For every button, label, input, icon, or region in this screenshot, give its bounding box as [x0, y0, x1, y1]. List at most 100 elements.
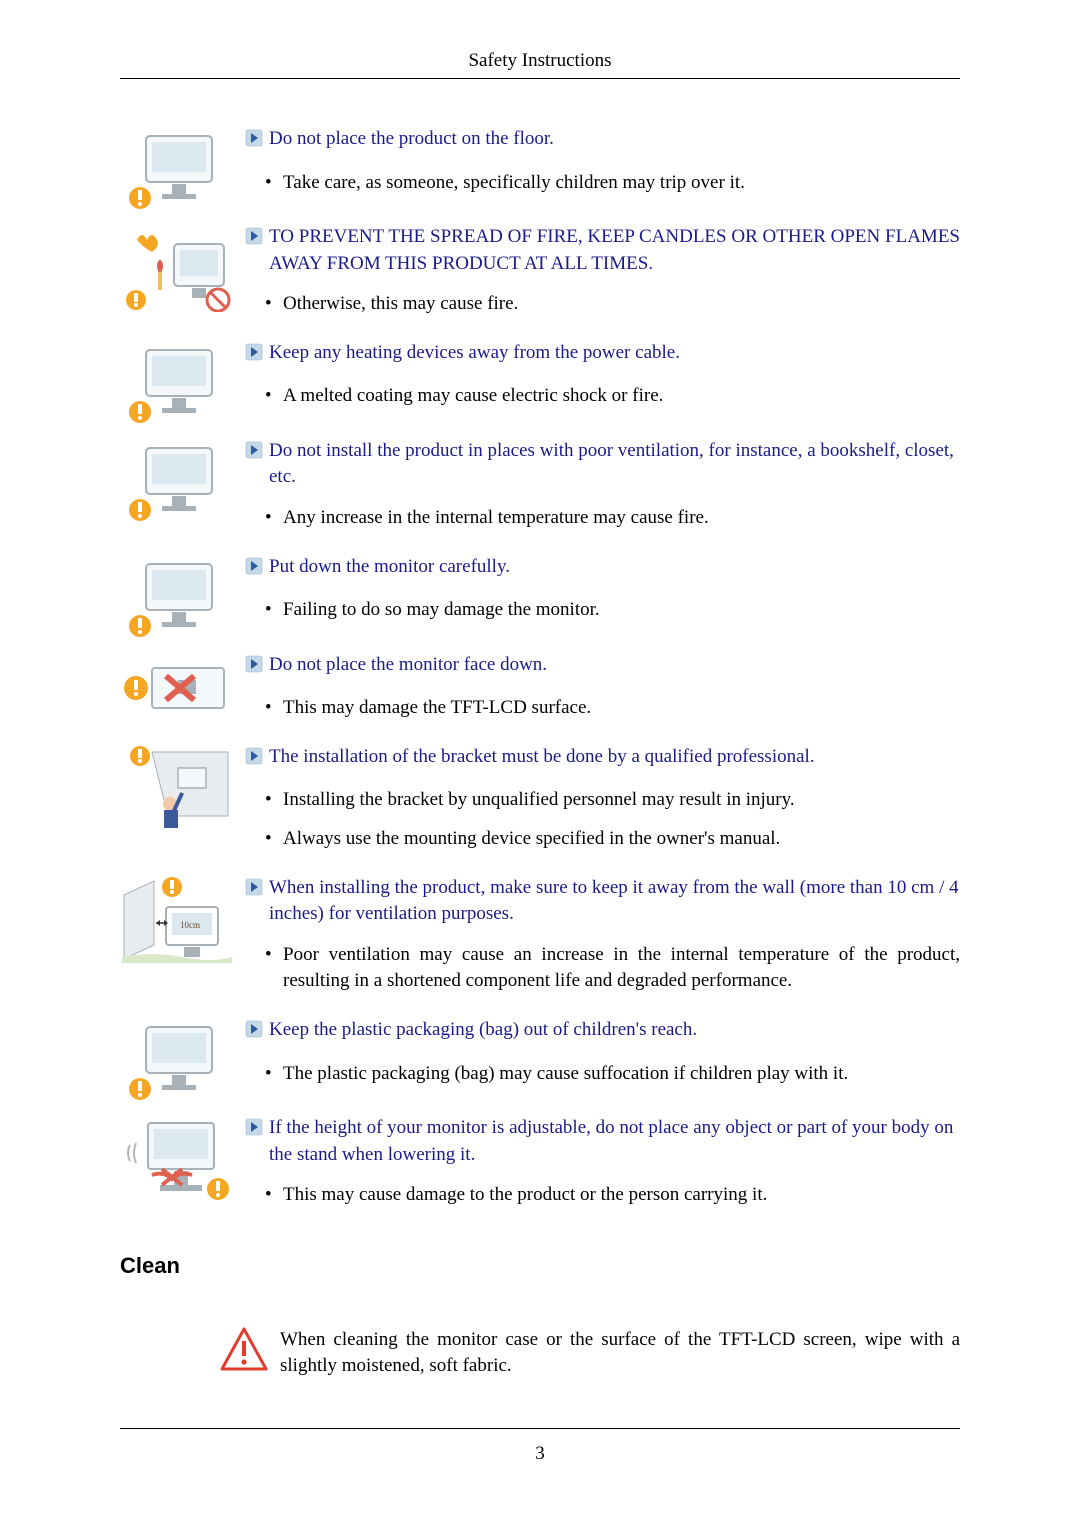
dot-bullet: •	[265, 291, 283, 318]
fire-candle-icon	[120, 222, 245, 312]
instruction-heading-text: TO PREVENT THE SPREAD OF FIRE, KEEP CAND…	[269, 224, 960, 277]
instruction-row: If the height of your monitor is adjusta…	[120, 1113, 960, 1221]
instruction-content: If the height of your monitor is adjusta…	[245, 1113, 960, 1221]
instruction-heading-text: Put down the monitor carefully.	[269, 554, 960, 581]
instruction-detail: •This may cause damage to the product or…	[245, 1182, 960, 1209]
instruction-detail-text: Any increase in the internal temperature…	[283, 505, 960, 532]
dot-bullet: •	[265, 942, 283, 969]
instructions-list: Do not place the product on the floor.•T…	[120, 124, 960, 1221]
instruction-row: Put down the monitor carefully. •Failing …	[120, 552, 960, 642]
instruction-heading: When installing the product, make sure t…	[245, 875, 960, 928]
arrow-bullet-icon	[245, 557, 263, 584]
dot-bullet: •	[265, 597, 283, 624]
instruction-detail-text: Otherwise, this may cause fire.	[283, 291, 960, 318]
instruction-heading-text: If the height of your monitor is adjusta…	[269, 1115, 960, 1168]
instruction-row: Do not place the monitor face down. •This…	[120, 650, 960, 734]
instruction-content: The installation of the bracket must be …	[245, 742, 960, 865]
instruction-heading: Put down the monitor carefully.	[245, 554, 960, 584]
instruction-content: TO PREVENT THE SPREAD OF FIRE, KEEP CAND…	[245, 222, 960, 330]
instruction-content: Do not place the monitor face down. •This…	[245, 650, 960, 734]
instruction-heading-text: When installing the product, make sure t…	[269, 875, 960, 928]
dot-bullet: •	[265, 695, 283, 722]
instruction-detail: •Poor ventilation may cause an increase …	[245, 942, 960, 995]
arrow-bullet-icon	[245, 878, 263, 905]
monitor-on-floor-icon	[120, 124, 245, 214]
page-header-title: Safety Instructions	[120, 50, 960, 72]
put-down-icon	[120, 552, 245, 642]
instruction-row: 10cm When installing the product, make s…	[120, 873, 960, 1007]
dot-bullet: •	[265, 1182, 283, 1209]
clean-text: When cleaning the monitor case or the su…	[280, 1327, 960, 1380]
instruction-detail: •Any increase in the internal temperatur…	[245, 505, 960, 532]
instruction-detail-text: Failing to do so may damage the monitor.	[283, 597, 960, 624]
wall-distance-icon: 10cm	[120, 873, 245, 963]
instruction-row: TO PREVENT THE SPREAD OF FIRE, KEEP CAND…	[120, 222, 960, 330]
bracket-install-icon	[120, 742, 245, 832]
footer-rule	[120, 1428, 960, 1429]
arrow-bullet-icon	[245, 343, 263, 370]
instruction-detail: •A melted coating may cause electric sho…	[245, 383, 960, 410]
instruction-row: Do not place the product on the floor. •T…	[120, 124, 960, 214]
dot-bullet: •	[265, 383, 283, 410]
instruction-heading-text: The installation of the bracket must be …	[269, 744, 960, 771]
instruction-heading: Keep the plastic packaging (bag) out of …	[245, 1017, 960, 1047]
face-down-icon	[120, 650, 245, 720]
instruction-content: When installing the product, make sure t…	[245, 873, 960, 1007]
instruction-heading-text: Do not place the monitor face down.	[269, 652, 960, 679]
height-adjust-icon	[120, 1113, 245, 1203]
instruction-detail-text: Poor ventilation may cause an increase i…	[283, 942, 960, 995]
instruction-heading: Do not place the monitor face down.	[245, 652, 960, 682]
heater-cable-icon	[120, 338, 245, 428]
instruction-detail-text: Installing the bracket by unqualified pe…	[283, 787, 960, 814]
section-title-clean: Clean	[120, 1253, 960, 1279]
dot-bullet: •	[265, 505, 283, 532]
arrow-bullet-icon	[245, 441, 263, 468]
bookshelf-icon	[120, 436, 245, 526]
instruction-detail-text: This may damage the TFT-LCD surface.	[283, 695, 960, 722]
instruction-detail: •Otherwise, this may cause fire.	[245, 291, 960, 318]
plastic-bag-icon	[120, 1015, 245, 1105]
instruction-detail-text: Always use the mounting device specified…	[283, 826, 960, 853]
instruction-content: Do not install the product in places wit…	[245, 436, 960, 544]
arrow-bullet-icon	[245, 655, 263, 682]
instruction-content: Put down the monitor carefully. •Failing …	[245, 552, 960, 636]
instruction-detail: •Installing the bracket by unqualified p…	[245, 787, 960, 814]
instruction-heading: If the height of your monitor is adjusta…	[245, 1115, 960, 1168]
arrow-bullet-icon	[245, 1118, 263, 1145]
instruction-heading: TO PREVENT THE SPREAD OF FIRE, KEEP CAND…	[245, 224, 960, 277]
warning-triangle-icon	[220, 1327, 280, 1371]
instruction-row: Keep any heating devices away from the p…	[120, 338, 960, 428]
arrow-bullet-icon	[245, 1020, 263, 1047]
instruction-detail: •Always use the mounting device specifie…	[245, 826, 960, 853]
instruction-heading: Keep any heating devices away from the p…	[245, 340, 960, 370]
dot-bullet: •	[265, 1061, 283, 1088]
instruction-detail-text: The plastic packaging (bag) may cause su…	[283, 1061, 960, 1088]
page: Safety Instructions Do not place the pro…	[0, 0, 1080, 1527]
dot-bullet: •	[265, 826, 283, 853]
instruction-heading-text: Do not place the product on the floor.	[269, 126, 960, 153]
arrow-bullet-icon	[245, 227, 263, 254]
instruction-detail: •Take care, as someone, specifically chi…	[245, 170, 960, 197]
instruction-content: Keep the plastic packaging (bag) out of …	[245, 1015, 960, 1099]
arrow-bullet-icon	[245, 129, 263, 156]
instruction-detail: •Failing to do so may damage the monitor…	[245, 597, 960, 624]
instruction-row: Keep the plastic packaging (bag) out of …	[120, 1015, 960, 1105]
instruction-heading: The installation of the bracket must be …	[245, 744, 960, 774]
instruction-heading-text: Keep any heating devices away from the p…	[269, 340, 960, 367]
instruction-heading-text: Keep the plastic packaging (bag) out of …	[269, 1017, 960, 1044]
instruction-detail: •This may damage the TFT-LCD surface.	[245, 695, 960, 722]
instruction-detail-text: Take care, as someone, specifically chil…	[283, 170, 960, 197]
instruction-heading: Do not install the product in places wit…	[245, 438, 960, 491]
clean-row: When cleaning the monitor case or the su…	[120, 1327, 960, 1380]
instruction-heading: Do not place the product on the floor.	[245, 126, 960, 156]
instruction-row: The installation of the bracket must be …	[120, 742, 960, 865]
svg-text:10cm: 10cm	[180, 920, 200, 930]
instruction-row: Do not install the product in places wit…	[120, 436, 960, 544]
instruction-heading-text: Do not install the product in places wit…	[269, 438, 960, 491]
page-number: 3	[120, 1443, 960, 1465]
header-rule	[120, 78, 960, 79]
instruction-detail-text: A melted coating may cause electric shoc…	[283, 383, 960, 410]
instruction-content: Keep any heating devices away from the p…	[245, 338, 960, 422]
dot-bullet: •	[265, 787, 283, 814]
dot-bullet: •	[265, 170, 283, 197]
